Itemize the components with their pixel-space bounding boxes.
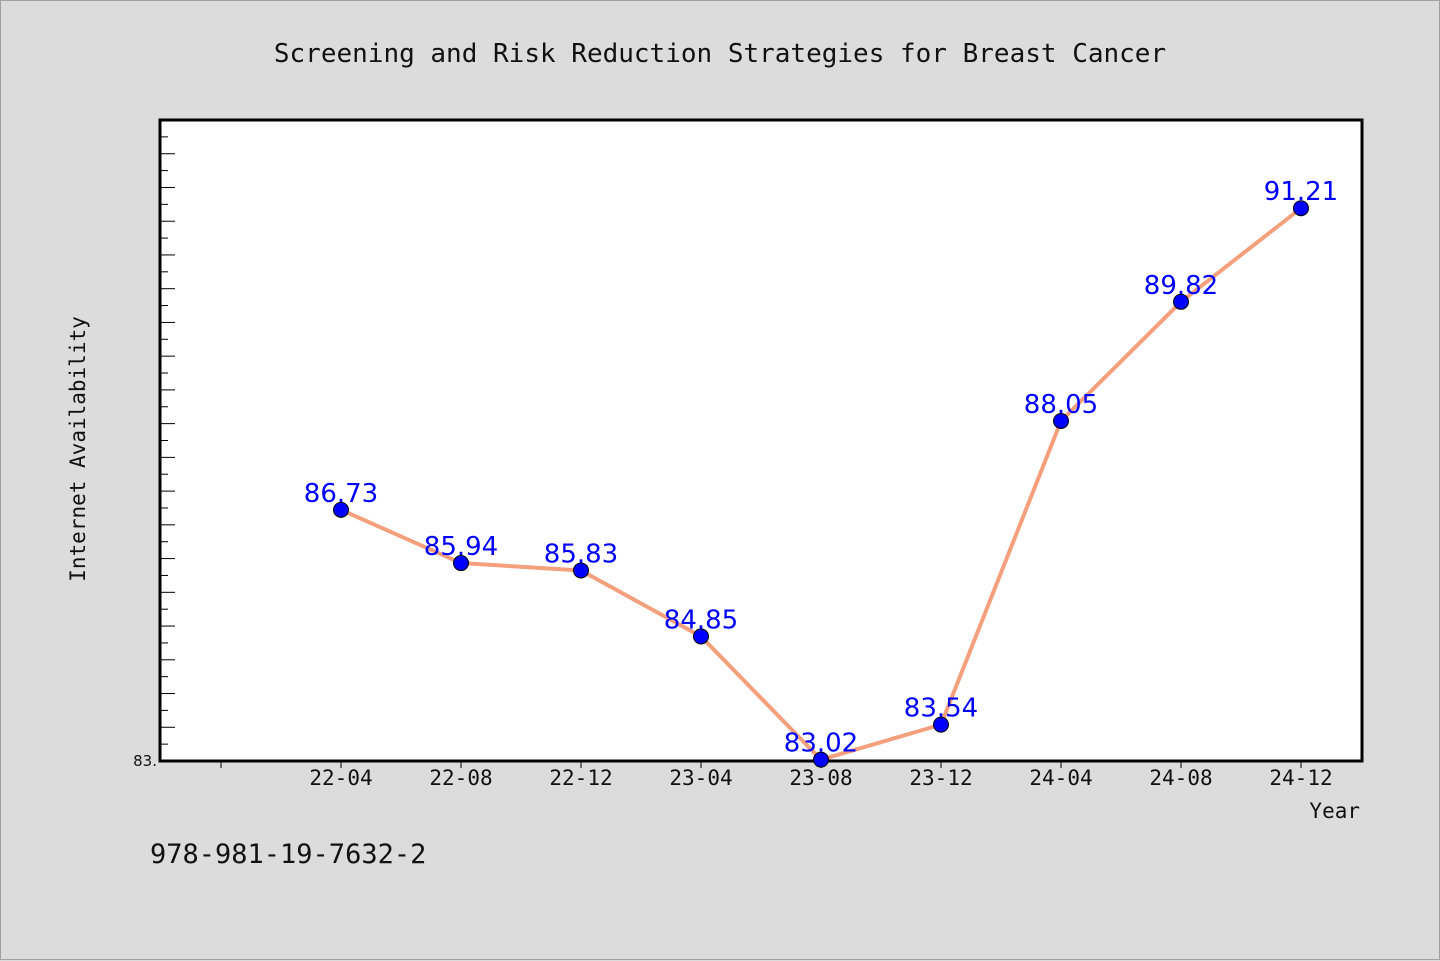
data-point [453,555,469,572]
data-point [1053,412,1069,429]
x-tick-label: 24-08 [1149,766,1212,790]
data-label: 83.54 [904,694,978,724]
x-axis-title: Year [1309,799,1360,823]
isbn-text: 978-981-19-7632-2 [150,839,426,870]
data-point [813,751,829,768]
y-tick-label: 83. [133,752,157,770]
data-point [333,501,349,518]
x-tick-label: 23-08 [789,766,852,790]
x-axis-ticks: 22-04 22-08 22-12 23-04 23-08 23-12 24-04 24-08… [220,761,1333,790]
plot-area [158,118,1364,763]
data-label: 91.21 [1264,177,1338,207]
x-tick-label: 22-04 [309,766,372,790]
x-tick-label: 24-04 [1029,766,1092,790]
y-axis-ticks: 83. [133,136,175,770]
x-tick-label: 22-08 [429,766,492,790]
data-point [1173,293,1189,310]
x-tick-label: 22-12 [549,766,612,790]
x-tick-label: 23-04 [669,766,732,790]
y-axis-title: Internet Availability [66,316,90,582]
data-label: 84.85 [664,605,738,635]
data-label: 83.02 [784,729,858,759]
data-label: 85.94 [424,532,498,562]
x-tick-label: 24-12 [1269,766,1332,790]
data-label: 86.73 [304,479,378,509]
data-point [933,716,949,733]
data-label: 85.83 [544,539,618,569]
data-label: 88.05 [1024,390,1098,420]
data-point [573,562,589,579]
data-label: 89.82 [1144,271,1218,301]
series-layer: 86.73 85.94 85.83 84.85 83.02 83.54 88.05 89.82… [304,177,1338,768]
chart-title: Screening and Risk Reduction Strategies … [274,39,1166,69]
x-tick-label: 23-12 [909,766,972,790]
data-point [1293,200,1309,217]
data-point [693,628,709,645]
